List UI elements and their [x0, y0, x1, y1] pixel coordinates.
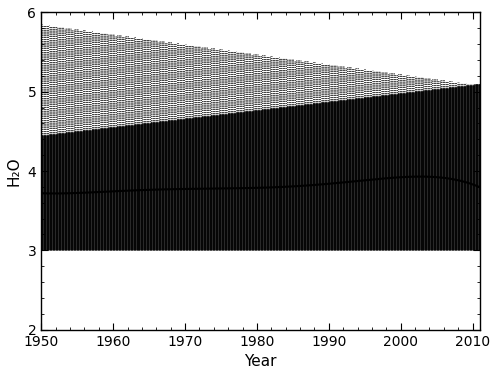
X-axis label: Year: Year — [245, 354, 277, 369]
Y-axis label: H₂O: H₂O — [7, 156, 22, 186]
